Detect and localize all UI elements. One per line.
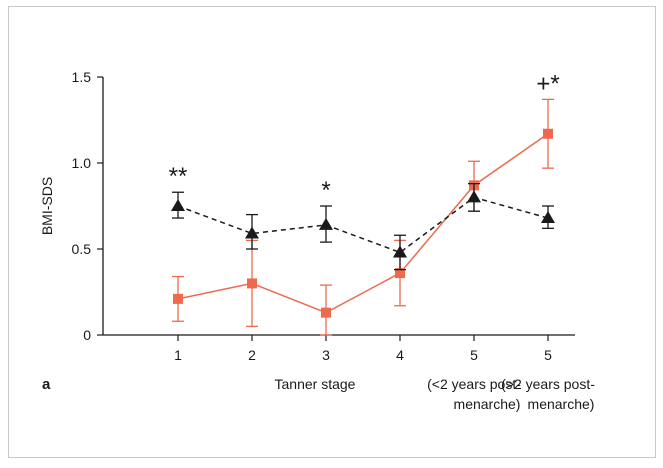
series-line [177, 196, 549, 254]
data-point-square [173, 293, 183, 304]
data-point-square [321, 307, 331, 318]
x-tick-label: 5 [544, 347, 552, 363]
panel-label: a [42, 376, 51, 393]
data-point-triangle [541, 211, 555, 224]
x-tick-label: 4 [396, 347, 404, 363]
x-tick-label: 1 [174, 347, 182, 363]
significance-marker: * [321, 177, 330, 204]
y-tick-label: 1.5 [72, 69, 92, 85]
x-ticks: 1 2 3 4 5 5 [174, 335, 552, 363]
category-note-line: (>2 years post- [501, 376, 595, 392]
category-note-line: menarche) [528, 396, 595, 412]
significance-marker: ** [169, 163, 188, 190]
axes [102, 77, 575, 336]
data-point-triangle [393, 245, 407, 258]
annotations: ***+* [169, 70, 560, 204]
series-square [172, 98, 554, 336]
series-triangle [171, 182, 555, 271]
figure-frame [8, 6, 656, 458]
x-tick-label: 5 [470, 347, 478, 363]
category-note: (<2 years post-menarche) [427, 376, 521, 412]
y-tick-label: 0.5 [72, 241, 92, 257]
data-point-square [247, 278, 257, 289]
data-point-triangle [245, 226, 259, 239]
series-line [177, 133, 549, 314]
category-notes: (<2 years post-menarche)(>2 years post-m… [427, 376, 595, 412]
y-ticks: 0 0.5 1.0 1.5 [72, 69, 103, 343]
data-point-square [395, 268, 405, 279]
data-point-square [543, 128, 553, 139]
y-tick-label: 1.0 [72, 155, 92, 171]
series-group [171, 98, 555, 336]
category-note-line: (<2 years post- [427, 376, 521, 392]
significance-marker: +* [536, 70, 559, 97]
y-axis-label: BMI-SDS [39, 177, 55, 235]
category-note: (>2 years post-menarche) [501, 376, 595, 412]
data-point-triangle [171, 199, 185, 211]
x-tick-label: 2 [248, 347, 256, 363]
y-tick-label: 0 [83, 327, 91, 343]
category-note-line: menarche) [454, 396, 521, 412]
data-point-triangle [319, 217, 333, 230]
data-point-triangle [467, 190, 481, 203]
x-axis-label: Tanner stage [275, 376, 356, 392]
x-tick-label: 3 [322, 347, 330, 363]
